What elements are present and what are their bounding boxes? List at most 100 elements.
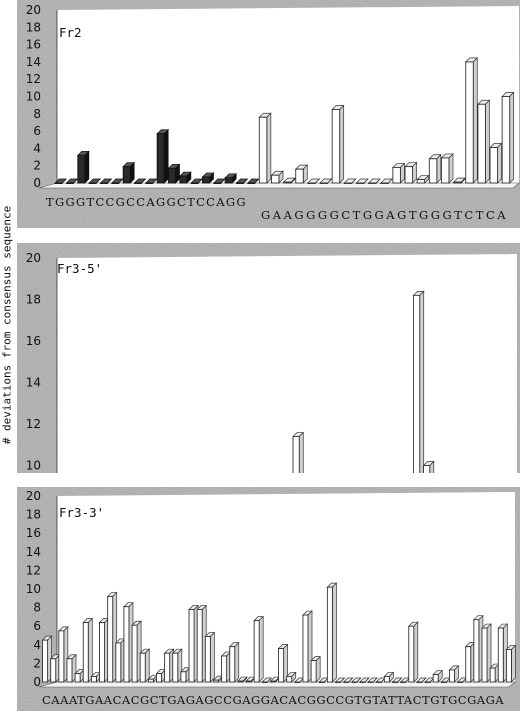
bar bbox=[41, 635, 53, 683]
bar bbox=[258, 112, 272, 184]
bar bbox=[416, 677, 427, 683]
bar bbox=[133, 178, 147, 184]
bar bbox=[343, 178, 357, 184]
y-tick-label: 2 bbox=[33, 159, 41, 173]
bar bbox=[501, 91, 515, 184]
bar bbox=[294, 164, 309, 184]
sequence-right: GAAGGGGCTGGAGTGGGTCTCA bbox=[261, 208, 506, 222]
bar bbox=[156, 128, 170, 184]
bar bbox=[270, 170, 284, 184]
bar bbox=[66, 653, 77, 683]
bar bbox=[139, 648, 151, 683]
bar bbox=[82, 617, 94, 683]
plot-floor bbox=[38, 182, 520, 189]
y-tick-label: 20 bbox=[26, 3, 41, 17]
bar bbox=[489, 142, 503, 184]
bar bbox=[285, 671, 297, 683]
chart-panel-fr3-5: 02468101214161820Fr3-5'GGCCGATTCACCATCTC… bbox=[17, 243, 520, 473]
bar bbox=[452, 177, 466, 184]
bar bbox=[88, 178, 102, 184]
y-tick-label: 18 bbox=[26, 20, 41, 34]
bar bbox=[432, 669, 444, 683]
plot-wall bbox=[57, 254, 517, 473]
y-tick-label: 12 bbox=[26, 563, 41, 577]
bar bbox=[237, 676, 248, 683]
bar bbox=[167, 163, 181, 184]
y-tick-label: 20 bbox=[26, 489, 41, 503]
bar bbox=[477, 99, 491, 184]
sequence-left: TGGGTCCGCCAGGCTCCAGG bbox=[46, 195, 246, 209]
bar bbox=[375, 677, 387, 683]
y-tick-label: 18 bbox=[26, 293, 41, 307]
y-tick-label: 8 bbox=[33, 601, 41, 615]
sequence-left: CAAATGAACACGCTGAGAGCCGAGGACACGGCCGTGTATT… bbox=[42, 693, 504, 707]
bar bbox=[228, 641, 240, 683]
y-tick-label: 16 bbox=[26, 334, 41, 348]
bar bbox=[224, 172, 238, 184]
chart-panel-fr3-3: 0 2 4 6 8 10 12 14 16 18 20 Fr3-3' CAAATGAACACGCTGAG… bbox=[17, 487, 520, 711]
y-tick-label: 16 bbox=[26, 38, 41, 52]
bar bbox=[392, 162, 406, 184]
chart-panel-fr2: 0 2 4 6 8 10 12 14 16 18 20 Fr2 TGGGTCCGCCAGGCTCCAGG… bbox=[17, 0, 520, 228]
bar bbox=[505, 644, 517, 683]
bar bbox=[367, 178, 381, 184]
y-tick-label: 18 bbox=[26, 508, 41, 522]
y-tick-label: 14 bbox=[26, 55, 41, 69]
bar bbox=[440, 153, 454, 184]
chart-fr3-5: 02468101214161820Fr3-5'GGCCGATTCACCATCTC… bbox=[17, 243, 520, 473]
bar bbox=[412, 290, 425, 473]
y-axis-label: # deviations from consensus sequence bbox=[0, 205, 14, 445]
plot-wall bbox=[57, 492, 515, 682]
bar bbox=[292, 431, 305, 473]
bar bbox=[253, 615, 265, 683]
bar bbox=[122, 161, 136, 184]
bar bbox=[342, 677, 354, 683]
bar bbox=[334, 677, 346, 683]
chart-title: Fr3-3' bbox=[59, 505, 104, 520]
bar bbox=[464, 57, 479, 184]
y-tick-label: 4 bbox=[33, 638, 41, 652]
bar bbox=[310, 655, 321, 683]
y-tick-label: 14 bbox=[26, 376, 41, 390]
bar bbox=[428, 153, 442, 184]
bar bbox=[261, 677, 273, 683]
bar bbox=[307, 178, 321, 184]
bar bbox=[212, 178, 226, 184]
bar bbox=[76, 150, 90, 184]
chart-fr3-3: 0 2 4 6 8 10 12 14 16 18 20 Fr3-3' CAAATGAACACGCTGAG… bbox=[17, 487, 520, 711]
y-tick-label: 0 bbox=[33, 176, 41, 190]
bar bbox=[359, 677, 370, 683]
bar bbox=[416, 174, 430, 184]
y-tick-label: 10 bbox=[26, 582, 41, 596]
y-tick-label: 8 bbox=[33, 107, 41, 121]
bar bbox=[422, 460, 435, 473]
y-tick-label: 14 bbox=[26, 545, 41, 559]
chart-fr2: 0 2 4 6 8 10 12 14 16 18 20 Fr2 TGGGTCCGCCAGGCTCCAGG… bbox=[17, 0, 520, 228]
y-tick-label: 6 bbox=[33, 124, 41, 138]
bar bbox=[54, 178, 68, 184]
y-tick-label: 10 bbox=[26, 459, 41, 473]
bar bbox=[481, 623, 492, 683]
chart-title: Fr2 bbox=[59, 25, 82, 40]
y-tick-label: 20 bbox=[26, 251, 41, 265]
y-tick-label: 10 bbox=[26, 90, 41, 104]
bar bbox=[204, 631, 216, 683]
bar bbox=[331, 104, 345, 184]
bar bbox=[379, 178, 394, 184]
bar bbox=[448, 665, 460, 683]
bar bbox=[383, 671, 395, 683]
bar bbox=[99, 178, 113, 184]
y-tick-label: 12 bbox=[26, 72, 41, 86]
y-tick-label: 12 bbox=[26, 417, 41, 431]
bar bbox=[246, 178, 260, 184]
plot-floor bbox=[38, 681, 516, 688]
bar bbox=[235, 178, 249, 184]
y-tick-label: 16 bbox=[26, 526, 41, 540]
bar bbox=[407, 621, 419, 683]
y-tick-label: 6 bbox=[33, 619, 41, 633]
bar bbox=[201, 172, 215, 184]
bar bbox=[350, 677, 362, 683]
bar bbox=[391, 677, 403, 683]
y-tick-label: 0 bbox=[33, 675, 41, 689]
bar bbox=[319, 178, 333, 184]
